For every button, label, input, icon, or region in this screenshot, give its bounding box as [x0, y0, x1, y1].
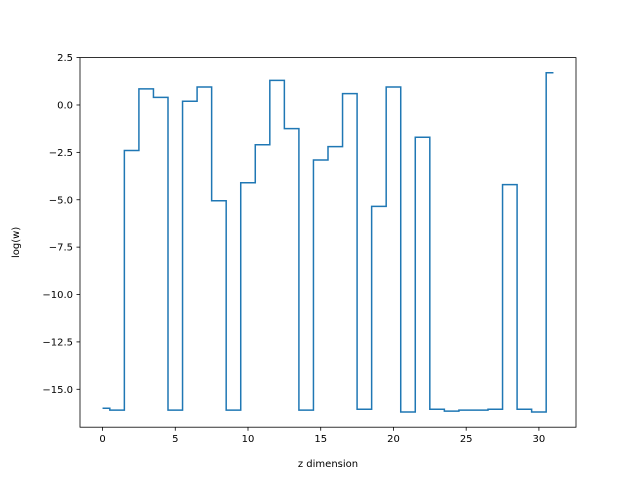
x-tick-label: 10 — [242, 434, 255, 445]
x-tick-label: 15 — [314, 434, 327, 445]
y-tick-label: 2.5 — [57, 53, 73, 64]
y-tick-label: −12.5 — [42, 337, 73, 348]
ticks-layer: 0 5 10 15 20 25 30 2.5 0.0 −2.5 −5.0 −7.5 −10.0 −12.5… — [42, 53, 545, 445]
x-tick-label: 30 — [533, 434, 546, 445]
y-tick-label: −5.0 — [49, 195, 73, 206]
y-tick-label: −15.0 — [42, 385, 73, 396]
y-tick-label: 0.0 — [57, 100, 73, 111]
y-tick-label: −10.0 — [42, 290, 73, 301]
y-tick-label: −2.5 — [49, 148, 73, 159]
series-line — [102, 72, 554, 413]
axes-frame — [79, 57, 577, 428]
x-tick-label: 0 — [99, 434, 105, 445]
x-tick-label: 25 — [460, 434, 473, 445]
x-axis-label: z dimension — [298, 459, 358, 470]
x-tick-label: 20 — [387, 434, 400, 445]
y-axis-label: log(w) — [11, 227, 22, 258]
x-tick-label: 5 — [172, 434, 178, 445]
y-tick-label: −7.5 — [49, 243, 73, 254]
